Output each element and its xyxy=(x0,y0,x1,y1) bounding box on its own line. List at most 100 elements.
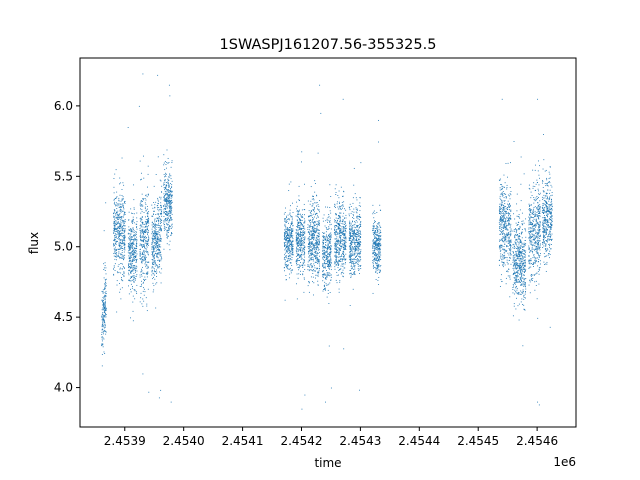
data-point xyxy=(153,276,154,278)
data-point xyxy=(353,263,354,265)
data-point xyxy=(349,203,351,205)
data-point xyxy=(503,208,505,210)
data-point xyxy=(286,247,288,249)
data-point xyxy=(143,288,145,290)
data-point xyxy=(284,259,286,261)
data-point xyxy=(358,216,360,218)
data-point xyxy=(130,248,132,250)
data-point xyxy=(317,235,319,237)
data-point xyxy=(297,255,298,257)
data-point xyxy=(303,263,304,265)
data-point xyxy=(315,232,317,234)
data-point xyxy=(503,262,505,264)
data-point xyxy=(291,244,292,246)
data-point xyxy=(154,235,156,237)
data-point xyxy=(119,216,121,218)
data-point xyxy=(115,252,117,254)
data-point xyxy=(295,238,297,240)
data-point xyxy=(284,232,286,234)
data-point xyxy=(118,217,120,219)
data-point xyxy=(164,161,166,162)
data-point xyxy=(313,251,315,253)
data-point xyxy=(113,209,115,211)
data-point xyxy=(171,223,173,225)
data-point xyxy=(307,231,309,233)
data-point xyxy=(309,250,311,251)
data-point xyxy=(303,277,305,279)
data-point xyxy=(290,232,292,234)
data-point xyxy=(164,169,166,171)
data-point xyxy=(134,269,136,271)
data-point xyxy=(316,241,318,243)
data-point xyxy=(339,256,341,258)
data-point xyxy=(154,236,156,238)
data-point xyxy=(129,252,131,254)
data-point xyxy=(136,226,138,228)
data-point xyxy=(340,228,342,230)
data-point xyxy=(285,264,287,266)
data-point xyxy=(156,213,158,215)
data-point xyxy=(328,234,330,236)
data-point xyxy=(345,253,347,255)
data-point xyxy=(351,255,352,257)
data-point xyxy=(102,344,104,346)
data-point xyxy=(157,259,159,261)
data-point xyxy=(329,292,331,293)
data-point xyxy=(159,236,161,238)
data-point xyxy=(161,256,162,258)
data-point xyxy=(119,206,121,208)
data-point xyxy=(316,247,318,249)
data-point xyxy=(145,195,147,197)
data-point xyxy=(503,193,505,195)
data-point xyxy=(344,259,346,261)
data-point xyxy=(308,244,310,246)
data-point xyxy=(500,233,502,235)
data-point xyxy=(147,228,148,230)
data-point xyxy=(307,285,309,287)
data-point xyxy=(356,209,358,211)
data-point xyxy=(145,222,147,224)
data-point xyxy=(113,216,115,218)
data-point xyxy=(340,237,341,239)
data-point xyxy=(144,263,146,265)
data-point xyxy=(128,246,130,248)
data-point xyxy=(507,234,508,236)
data-point xyxy=(304,252,306,254)
data-point xyxy=(131,248,133,249)
data-point xyxy=(340,208,342,210)
data-point xyxy=(158,222,160,224)
data-point xyxy=(327,260,329,262)
data-point xyxy=(142,231,144,233)
data-point xyxy=(291,270,293,272)
data-point xyxy=(502,224,504,226)
data-point xyxy=(155,243,157,245)
data-point xyxy=(351,272,353,274)
data-point xyxy=(102,321,104,323)
data-point xyxy=(285,233,286,235)
data-point xyxy=(328,265,330,267)
data-point xyxy=(114,216,116,218)
data-point xyxy=(288,248,290,250)
data-point xyxy=(329,260,331,262)
data-point xyxy=(141,260,143,262)
data-point xyxy=(330,212,332,214)
data-point xyxy=(145,221,147,223)
data-point xyxy=(303,234,305,236)
data-point xyxy=(113,218,115,220)
data-point xyxy=(357,259,359,261)
data-point xyxy=(314,234,315,236)
data-point xyxy=(358,243,360,245)
data-point xyxy=(335,220,337,222)
data-point xyxy=(507,229,509,231)
data-point xyxy=(501,219,503,220)
data-point xyxy=(115,221,117,223)
data-point xyxy=(171,233,172,234)
data-point xyxy=(152,259,154,261)
data-point xyxy=(300,273,301,275)
data-point xyxy=(356,226,358,228)
data-point xyxy=(372,260,374,261)
data-point xyxy=(379,256,381,258)
data-point xyxy=(328,241,330,243)
data-point xyxy=(303,261,305,263)
data-point xyxy=(146,273,148,275)
